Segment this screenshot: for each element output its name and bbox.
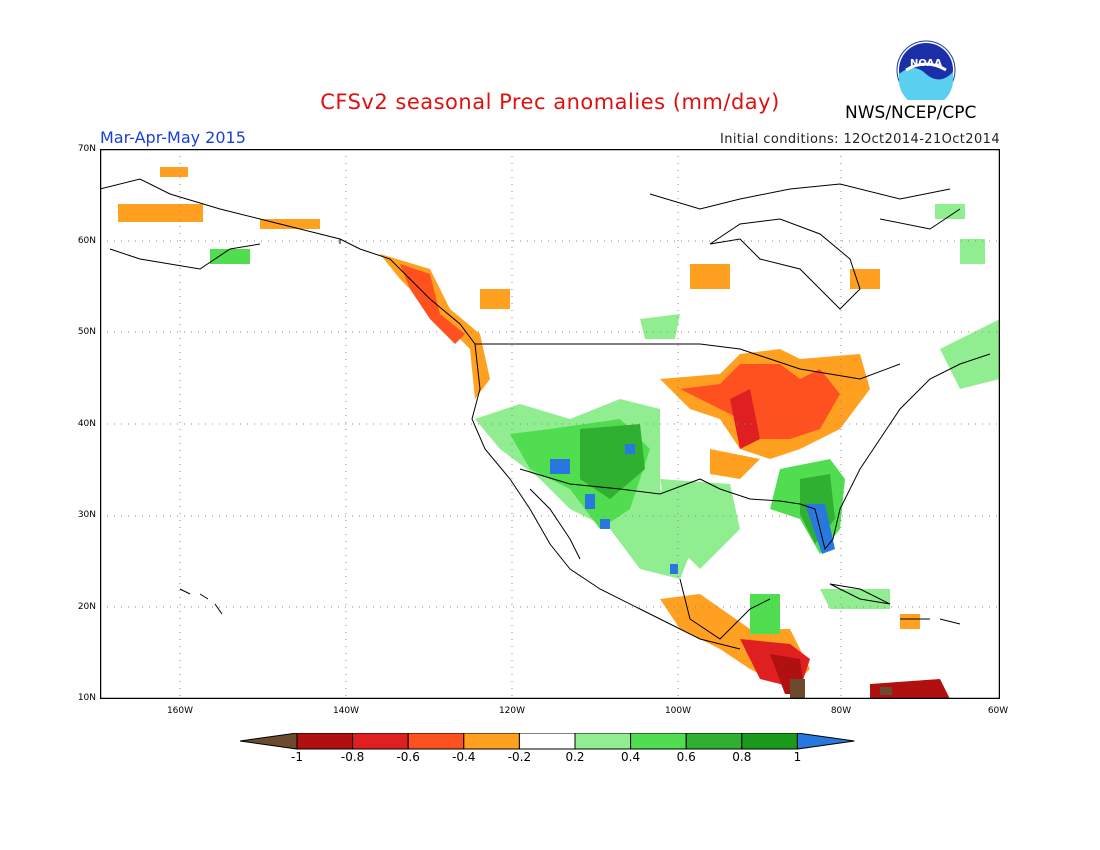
legend-swatch: [240, 733, 298, 750]
lon-label: 100W: [664, 706, 692, 716]
noaa-logo-icon: NOAA: [896, 40, 956, 100]
legend-swatch: [741, 733, 798, 750]
lat-label: 10N: [77, 693, 96, 703]
legend-swatch: [407, 733, 465, 750]
legend-label: -0.6: [396, 750, 420, 764]
legend-label: -0.2: [507, 750, 532, 764]
lat-label: 40N: [77, 419, 96, 429]
lat-label: 50N: [77, 327, 96, 337]
season-label: Mar-Apr-May 2015: [100, 128, 246, 147]
legend-swatch: [796, 733, 855, 750]
legend-swatch: [296, 733, 354, 750]
legend-label: 0.2: [565, 750, 585, 764]
agency-label: NWS/NCEP/CPC: [845, 103, 977, 123]
legend-label: 0.4: [621, 750, 641, 764]
legend-label: -1: [291, 750, 303, 764]
logo-text: NOAA: [910, 58, 942, 69]
color-legend: [240, 733, 855, 750]
lon-label: 120W: [498, 706, 526, 716]
lat-label: 30N: [77, 510, 96, 520]
legend-swatch: [518, 733, 576, 750]
legend-label: 1: [793, 750, 802, 764]
coastlines: [100, 178, 991, 650]
legend-swatch: [463, 733, 520, 750]
lon-label: 140W: [332, 706, 360, 716]
precip-anomaly-map: [100, 149, 1000, 699]
lon-label: 60W: [987, 706, 1009, 716]
lon-label: 80W: [830, 706, 852, 716]
legend-label: 0.8: [732, 750, 752, 764]
legend-label: -0.4: [452, 750, 476, 764]
legend-swatch: [685, 733, 743, 750]
lon-label: 160W: [166, 706, 194, 716]
legend-label: 0.6: [676, 750, 696, 764]
map-title: CFSv2 seasonal Prec anomalies (mm/day): [320, 90, 780, 114]
lat-label: 70N: [77, 144, 96, 154]
graticule: [100, 149, 1000, 699]
legend-swatch: [352, 733, 409, 750]
legend-swatch: [630, 733, 687, 750]
lat-label: 60N: [77, 236, 96, 246]
lat-label: 20N: [77, 602, 96, 612]
legend-swatch: [574, 733, 632, 750]
legend-label: -0.8: [340, 750, 365, 764]
initial-conditions-label: Initial conditions: 12Oct2014-21Oct2014: [720, 132, 1000, 147]
